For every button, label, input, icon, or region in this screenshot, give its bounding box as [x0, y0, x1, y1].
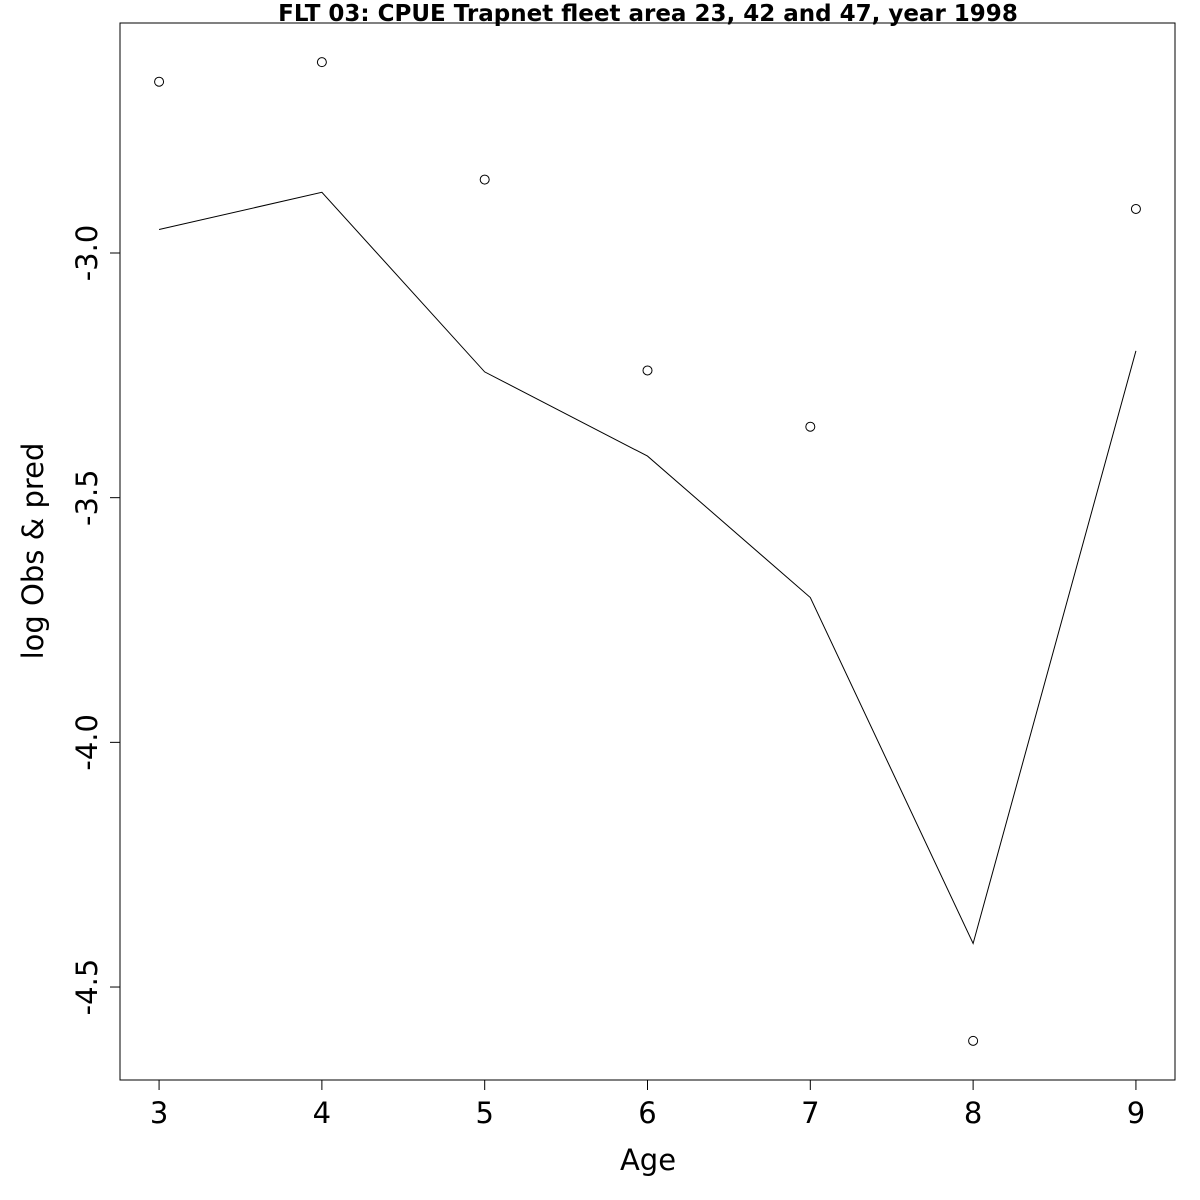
x-tick-label: 8 — [964, 1096, 982, 1130]
observed-point — [1130, 203, 1141, 214]
y-tick-label: -3.5 — [70, 469, 104, 526]
y-tick-label: -4.0 — [70, 714, 104, 771]
observed-point — [154, 76, 165, 87]
plot-frame — [119, 22, 1176, 1081]
predicted-line — [158, 191, 1137, 945]
y-tick-label: -4.5 — [70, 959, 104, 1016]
x-tick-label: 4 — [313, 1096, 331, 1130]
observed-point — [968, 1035, 979, 1046]
observed-point — [805, 421, 816, 432]
x-tick-label: 5 — [475, 1096, 493, 1130]
y-tick-label: -3.0 — [70, 225, 104, 282]
y-axis: -3.0 -3.5 -4.0 -4.5 — [70, 225, 121, 1016]
x-axis: 3 4 5 6 7 8 9 — [150, 1079, 1145, 1130]
observed-point — [642, 365, 653, 376]
x-tick-label: 7 — [801, 1096, 819, 1130]
y-axis-label: log Obs & pred — [16, 443, 50, 660]
x-tick-label: 9 — [1127, 1096, 1145, 1130]
x-tick-label: 6 — [638, 1096, 656, 1130]
x-axis-label: Age — [620, 1143, 676, 1177]
observed-series — [154, 57, 1141, 1046]
x-tick-label: 3 — [150, 1096, 168, 1130]
observed-point — [316, 57, 327, 68]
observed-point — [479, 174, 490, 185]
predicted-series — [158, 191, 1137, 945]
